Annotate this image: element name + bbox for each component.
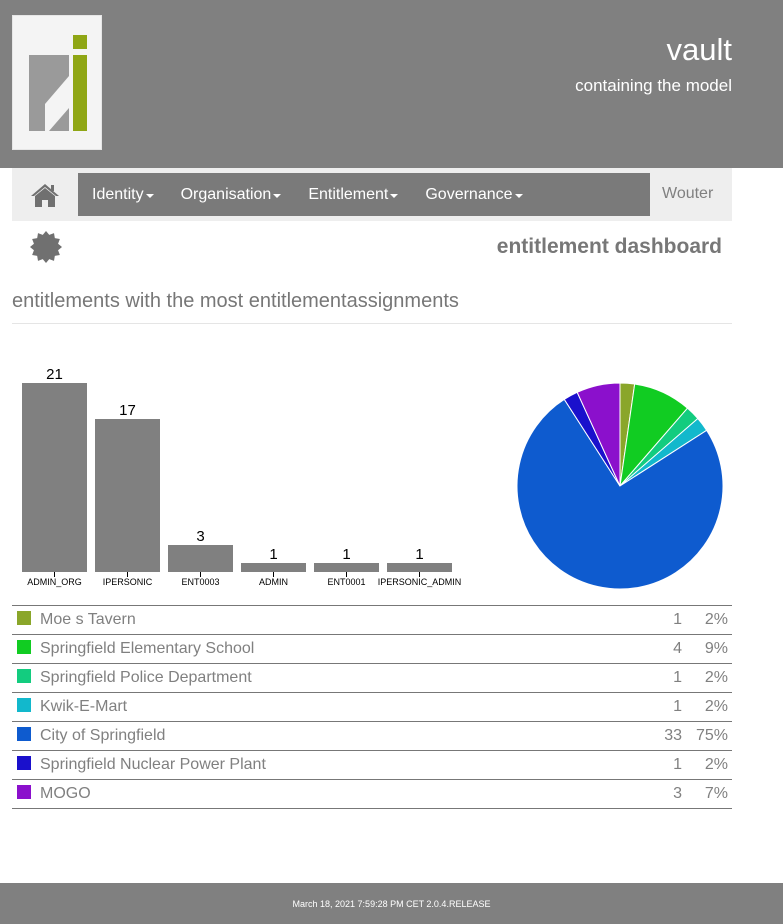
bar-chart: 21 ADMIN_ORG 17 IPERSONIC 3 ENT0003 1 ADMIN 1 ENT… <box>22 366 462 587</box>
legend-percent: 9% <box>704 640 728 657</box>
legend-swatch-cell <box>12 722 40 751</box>
bar-ent0003 <box>168 545 233 572</box>
legend-swatch <box>17 784 31 799</box>
bar-admin <box>241 563 306 572</box>
x-tick-label: IPERSONIC <box>103 577 153 587</box>
legend-swatch-cell <box>12 606 40 635</box>
legend-row: Springfield Elementary School 4 9% <box>12 634 732 664</box>
menu-organisation[interactable]: Organisation <box>181 186 282 204</box>
legend-swatch <box>17 668 31 683</box>
home-button[interactable] <box>12 168 78 221</box>
pie-slice <box>576 382 621 487</box>
legend-swatch-cell <box>12 664 40 693</box>
footer-text: March 18, 2021 7:59:28 PM CET 2.0.4.RELE… <box>292 898 491 909</box>
legend-percent: 2% <box>704 611 728 628</box>
menu-entitlement[interactable]: Entitlement <box>308 185 399 204</box>
menu-identity[interactable]: Identity <box>92 186 154 204</box>
legend-swatch-cell <box>12 693 40 722</box>
bar-ipersonic_admin <box>387 563 452 572</box>
legend-row: MOGO 3 7% <box>12 779 732 809</box>
legend-row: Moe s Tavern 1 2% <box>12 605 732 635</box>
x-tick-label: ADMIN <box>259 577 288 587</box>
section-divider <box>12 323 732 324</box>
menu-governance[interactable]: Governance <box>425 185 523 204</box>
legend-count: 1 <box>673 669 682 686</box>
legend-swatch <box>17 610 31 625</box>
bar-ipersonic <box>95 419 160 572</box>
legend-percent: 2% <box>704 698 728 715</box>
legend-label: City of Springfield <box>40 727 166 744</box>
menu-governance-label: Governance <box>425 185 513 203</box>
legend-swatch <box>17 697 31 712</box>
x-tick-label: ENT0001 <box>327 577 365 587</box>
footer: March 18, 2021 7:59:28 PM CET 2.0.4.RELE… <box>0 883 783 924</box>
home-icon <box>31 183 59 207</box>
header: vault containing the model <box>0 0 783 168</box>
legend-label: MOGO <box>40 785 91 802</box>
legend-label: Moe s Tavern <box>40 611 136 628</box>
legend-swatch-cell <box>12 751 40 780</box>
logo[interactable] <box>12 15 102 150</box>
caret-down-icon <box>273 193 282 198</box>
page-title: entitlement dashboard <box>496 235 722 258</box>
legend-label: Kwik-E-Mart <box>40 698 128 715</box>
legend-count: 33 <box>664 727 682 744</box>
legend-row: Springfield Police Department 1 2% <box>12 663 732 693</box>
bar-value-label: 1 <box>269 546 277 563</box>
logo-icon <box>29 35 87 131</box>
legend-count: 1 <box>673 698 682 715</box>
app-title: vault <box>666 32 732 67</box>
user-menu[interactable]: Wouter <box>662 185 714 202</box>
pie-slice <box>516 398 724 590</box>
legend-percent: 7% <box>704 785 728 802</box>
x-tick-label: ENT0003 <box>181 577 219 587</box>
legend-swatch <box>17 755 31 770</box>
legend-swatch <box>17 726 31 741</box>
legend-count: 3 <box>673 785 682 802</box>
legend-table: Moe s Tavern 1 2% Springfield Elementary Sc… <box>12 605 732 809</box>
legend-swatch-cell <box>12 635 40 664</box>
legend-label: Springfield Police Department <box>40 669 252 686</box>
bar-value-label: 3 <box>196 528 204 545</box>
bar-ent0001 <box>314 563 379 572</box>
bar-value-label: 17 <box>119 402 136 419</box>
caret-down-icon <box>514 193 523 198</box>
main-menu: Identity Organisation Entitlement Govern… <box>78 173 650 216</box>
legend-count: 1 <box>673 756 682 773</box>
legend-percent: 75% <box>695 727 728 744</box>
legend-row: City of Springfield 33 75% <box>12 721 732 751</box>
navbar: Identity Organisation Entitlement Govern… <box>12 168 732 221</box>
legend-label: Springfield Nuclear Power Plant <box>40 756 266 773</box>
legend-row: Springfield Nuclear Power Plant 1 2% <box>12 750 732 780</box>
app-subtitle: containing the model <box>575 76 732 95</box>
menu-entitlement-label: Entitlement <box>308 185 389 203</box>
legend-count: 4 <box>673 640 682 657</box>
bar-value-label: 1 <box>342 546 350 563</box>
menu-identity-label: Identity <box>92 185 144 203</box>
menu-organisation-label: Organisation <box>180 185 272 203</box>
caret-down-icon <box>145 193 154 198</box>
caret-down-icon <box>390 193 399 198</box>
legend-swatch <box>17 639 31 654</box>
bar-value-label: 1 <box>415 546 423 563</box>
pie-chart <box>516 382 724 590</box>
legend-swatch-cell <box>12 780 40 809</box>
x-tick-label: IPERSONIC_ADMIN <box>378 577 462 587</box>
settings-button[interactable] <box>29 230 63 264</box>
legend-label: Springfield Elementary School <box>40 640 255 657</box>
gear-icon <box>30 231 62 263</box>
legend-count: 1 <box>673 611 682 628</box>
x-tick-label: ADMIN_ORG <box>27 577 82 587</box>
legend-row: Kwik-E-Mart 1 2% <box>12 692 732 722</box>
legend-percent: 2% <box>704 669 728 686</box>
bar-value-label: 21 <box>46 366 63 383</box>
legend-percent: 2% <box>704 756 728 773</box>
bar-admin_org <box>22 383 87 572</box>
section-title: entitlements with the most entitlementas… <box>12 290 459 312</box>
